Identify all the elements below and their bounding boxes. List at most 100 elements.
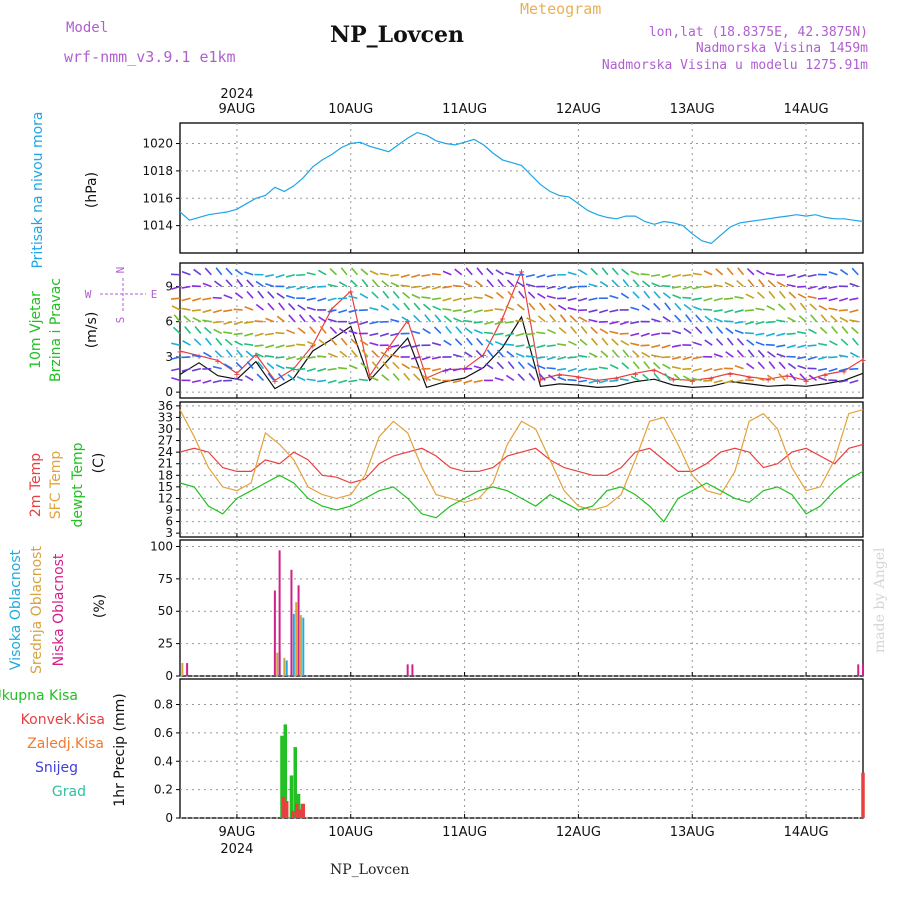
wind-arrow — [306, 378, 316, 382]
wind-arrow — [452, 367, 462, 372]
wind-arrow — [630, 342, 640, 346]
wind-arrow — [327, 297, 337, 302]
wind-arrow — [839, 268, 849, 276]
wind-arrow — [244, 332, 254, 337]
wind-arrow — [285, 294, 296, 299]
wind-arrow — [653, 302, 661, 311]
compass-south-label: S — [114, 317, 127, 324]
wind-arrow — [829, 340, 838, 346]
wind-gust-mark: + — [670, 375, 676, 386]
wind-arrow — [536, 331, 546, 335]
wind-gust-mark: + — [784, 372, 790, 383]
wind-arrow — [588, 297, 598, 301]
wind-arrow — [746, 267, 755, 276]
wind-arrow — [485, 363, 494, 370]
wind-gust-mark: + — [386, 344, 392, 355]
wind-arrow — [640, 344, 650, 347]
wind-gust-mark: + — [253, 351, 259, 362]
wind-arrow — [745, 293, 755, 299]
wind-arrow — [392, 303, 400, 311]
wind-arrow — [778, 361, 786, 370]
wind-arrow — [838, 354, 848, 358]
wind-arrow — [443, 315, 452, 323]
wind-gust-mark: + — [500, 314, 506, 325]
wind-arrow — [828, 367, 838, 373]
wind-arrow — [643, 290, 651, 299]
wind-arrow — [255, 303, 264, 311]
wind-arrow — [371, 291, 379, 299]
wind-arrow — [173, 314, 181, 323]
wind-arrow — [692, 367, 702, 372]
precipitation-bar — [284, 800, 289, 818]
wind-arrow — [203, 326, 212, 335]
wind-arrow — [724, 379, 734, 384]
precipitation-bar — [283, 724, 288, 818]
wind-arrow — [549, 314, 557, 323]
wind-arrow — [558, 327, 567, 335]
wind-arrow — [724, 281, 734, 288]
wind-arrow — [171, 342, 181, 346]
wind-arrow — [548, 374, 557, 382]
wind-arrow — [432, 285, 442, 290]
wind-arrow — [380, 304, 390, 311]
wind-arrow — [831, 325, 839, 334]
wind-arrow — [329, 326, 338, 334]
wind-arrow — [643, 361, 651, 370]
wind-arrow — [484, 293, 494, 299]
wind-arrow — [527, 362, 536, 370]
wind-arrow — [403, 372, 411, 381]
wind-gust-mark: + — [860, 355, 866, 366]
wind-arrow — [223, 363, 233, 370]
wind-arrow — [682, 273, 692, 277]
wind-arrow — [278, 302, 285, 311]
wind-arrow — [453, 317, 463, 323]
clouds-bar — [276, 652, 279, 676]
wind-arrow — [359, 339, 369, 346]
wind-arrow — [267, 291, 275, 299]
wind-arrow — [422, 375, 431, 382]
wind-arrow — [422, 328, 431, 335]
wind-arrow — [536, 273, 546, 279]
wind-arrow — [486, 279, 494, 288]
wind-arrow — [327, 352, 337, 358]
wind-arrow — [528, 372, 536, 381]
wind-arrow — [476, 267, 484, 276]
wind-arrow — [776, 332, 786, 337]
wind-arrow — [171, 285, 181, 290]
compass-west-label: W — [85, 288, 92, 301]
x-tick-bottom-label: 11AUG — [442, 825, 487, 840]
wind-arrow — [317, 379, 327, 383]
x-tick-top-label: 11AUG — [442, 102, 487, 117]
wind-arrow — [473, 379, 483, 384]
wind-arrow — [599, 328, 609, 335]
wind-arrow — [309, 326, 317, 334]
wind-arrow — [766, 305, 776, 311]
temperature-ytick-label: 33 — [158, 410, 173, 424]
wind-arrow — [473, 320, 483, 324]
wind-arrow — [768, 290, 776, 299]
wind-arrow — [317, 355, 327, 358]
wind-arrow — [233, 332, 243, 336]
wind-arrow — [715, 268, 724, 276]
wind-arrow — [630, 332, 640, 337]
wind-arrow — [257, 290, 265, 299]
wind-arrow — [630, 320, 640, 325]
wind-arrow — [181, 307, 191, 311]
wind-arrow — [695, 314, 703, 323]
wind-arrow — [568, 340, 577, 346]
wind-arrow — [254, 352, 264, 358]
wind-arrow — [369, 270, 379, 276]
wind-arrow — [214, 350, 223, 358]
wind-arrow — [682, 296, 692, 300]
wind-arrow — [609, 294, 619, 299]
wind-arrow — [421, 356, 431, 361]
wind-arrow — [212, 296, 222, 300]
wind-arrow — [338, 379, 348, 384]
wind-arrow — [267, 372, 275, 381]
wind-arrow — [788, 291, 797, 299]
wind-arrow — [651, 344, 661, 349]
wind-arrow — [338, 309, 348, 314]
wind-arrow — [651, 282, 661, 288]
wind-arrow — [755, 332, 765, 336]
